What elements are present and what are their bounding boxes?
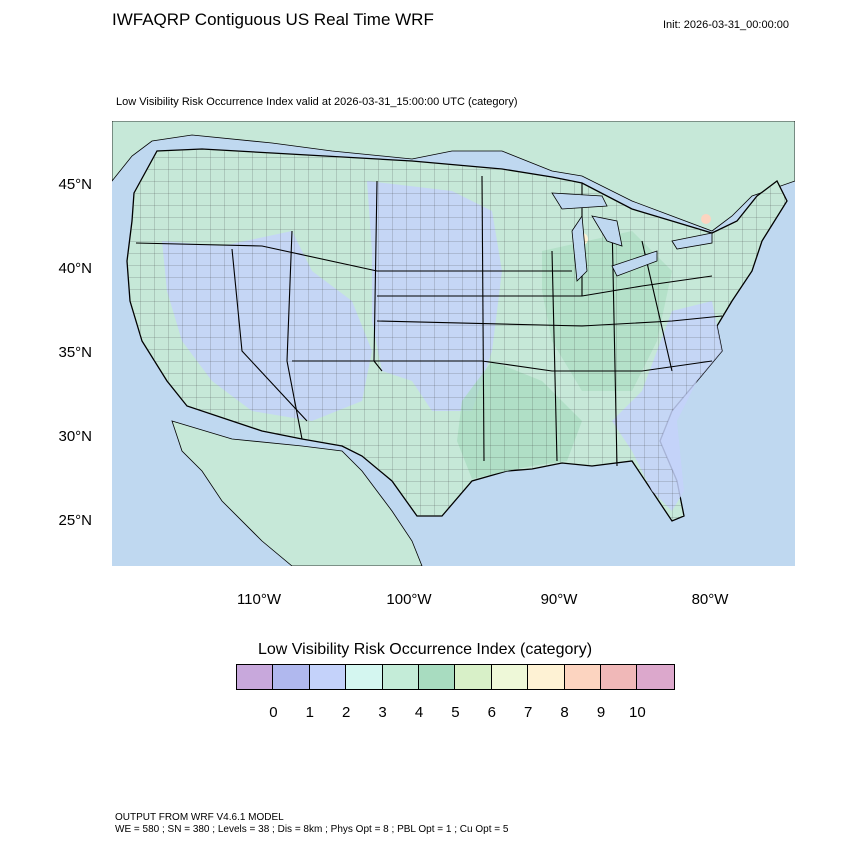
- state-boundaries: [135, 175, 723, 467]
- great-lakes: [551, 192, 713, 282]
- legend-swatch: [237, 665, 274, 689]
- legend-tick-label: 5: [451, 704, 460, 721]
- legend-swatch: [564, 665, 601, 689]
- legend-tick-label: 2: [342, 704, 351, 721]
- legend-tick-label: 7: [524, 704, 533, 721]
- legend-tick-label: 10: [629, 704, 646, 721]
- lat-label-40n: 40°N: [58, 260, 92, 277]
- legend-swatch: [346, 665, 383, 689]
- legend-swatch: [637, 665, 674, 689]
- lon-label-90w: 90°W: [540, 591, 578, 608]
- legend-swatch: [455, 665, 492, 689]
- legend-title: Low Visibility Risk Occurrence Index (ca…: [257, 641, 593, 658]
- map-panel: [112, 121, 795, 566]
- legend-tick-label: 6: [487, 704, 496, 721]
- plot-title: IWFAQRP Contiguous US Real Time WRF: [112, 10, 434, 29]
- legend-swatch: [491, 665, 529, 689]
- lat-label-30n: 30°N: [58, 428, 92, 445]
- lat-label-35n: 35°N: [58, 344, 92, 361]
- mexico-land: [171, 420, 423, 566]
- legend-tick-label: 3: [378, 704, 387, 721]
- legend-swatch: [600, 665, 638, 689]
- canada-land: [112, 121, 795, 232]
- legend-swatch: [418, 665, 456, 689]
- legend-tick-label: 8: [560, 704, 569, 721]
- legend-swatch: [309, 665, 347, 689]
- model-info-line1: OUTPUT FROM WRF V4.6.1 MODEL: [115, 812, 284, 823]
- lon-label-80w: 80°W: [691, 591, 729, 608]
- legend-swatch: [273, 665, 310, 689]
- map-canvas: [112, 121, 795, 566]
- lon-label-110w: 110°W: [236, 591, 282, 608]
- legend-tick-label: 4: [414, 704, 424, 721]
- plot-subtitle: Low Visibility Risk Occurrence Index val…: [116, 96, 518, 108]
- lat-label-25n: 25°N: [58, 512, 92, 529]
- init-time: Init: 2026-03-31_00:00:00: [663, 19, 789, 31]
- legend-tick-label: 0: [269, 704, 278, 721]
- color-legend-bar: [236, 664, 675, 690]
- legend-tick-label: 9: [596, 704, 606, 721]
- model-info-line2: WE = 580 ; SN = 380 ; Levels = 38 ; Dis …: [115, 824, 509, 835]
- lon-label-100w: 100°W: [386, 591, 432, 608]
- legend-swatch: [382, 665, 419, 689]
- lat-label-45n: 45°N: [58, 176, 92, 193]
- legend-tick-label: 1: [305, 704, 314, 721]
- legend-swatch: [528, 665, 565, 689]
- region-category-9-spot: [701, 214, 711, 224]
